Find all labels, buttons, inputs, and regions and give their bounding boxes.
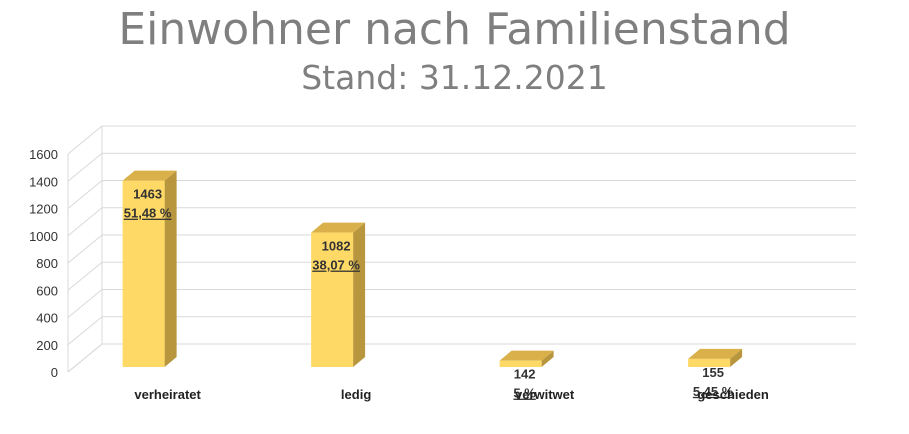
x-category-label: verheiratet — [134, 387, 201, 402]
bar-top — [499, 350, 554, 361]
y-tick-label: 1400 — [29, 174, 58, 189]
bar — [311, 232, 354, 367]
bar — [688, 358, 731, 367]
data-label-percent: 38,07 % — [312, 258, 360, 273]
y-tick-label: 600 — [36, 283, 58, 298]
bar — [499, 360, 542, 367]
data-label-value: 1082 — [322, 239, 351, 254]
gridline-side — [67, 343, 103, 373]
data-label-percent: 51,48 % — [124, 206, 172, 221]
x-category-label: verwitwet — [515, 387, 575, 402]
y-tick-label: 400 — [36, 311, 58, 326]
chart-subtitle: Stand: 31.12.2021 — [301, 58, 608, 97]
x-category-label: ledig — [341, 387, 371, 402]
y-tick-label: 1000 — [29, 229, 58, 244]
gridline-side — [67, 152, 103, 182]
data-label-value: 1463 — [133, 187, 162, 202]
bar-top — [311, 222, 366, 233]
gridline-side — [67, 125, 103, 155]
data-label-value: 155 — [702, 365, 724, 380]
bar-top — [122, 170, 177, 181]
gridline-side — [67, 289, 103, 318]
y-tick-label: 800 — [36, 256, 58, 271]
data-label-percent: 5,45 % — [693, 384, 734, 399]
bar-top — [688, 348, 743, 359]
gridline-side — [67, 261, 103, 291]
y-tick-label: 1600 — [29, 147, 58, 162]
data-label-value: 142 — [514, 367, 536, 382]
y-tick-label: 0 — [51, 365, 58, 380]
chart-title: Einwohner nach Familienstand — [118, 4, 791, 55]
x-category-label: geschieden — [697, 387, 769, 402]
bar — [122, 180, 165, 367]
y-tick-label: 1200 — [29, 202, 58, 217]
data-label-percent: 5 % — [513, 386, 536, 401]
bar-side — [353, 222, 366, 367]
y-tick-label: 200 — [36, 338, 58, 353]
gridline-side — [67, 180, 103, 209]
bar-side — [164, 170, 177, 367]
bar-side — [730, 348, 743, 367]
gridline-side — [67, 207, 103, 237]
gridline-side — [67, 234, 103, 264]
bar-side — [541, 350, 554, 367]
gridline-side — [67, 316, 103, 346]
